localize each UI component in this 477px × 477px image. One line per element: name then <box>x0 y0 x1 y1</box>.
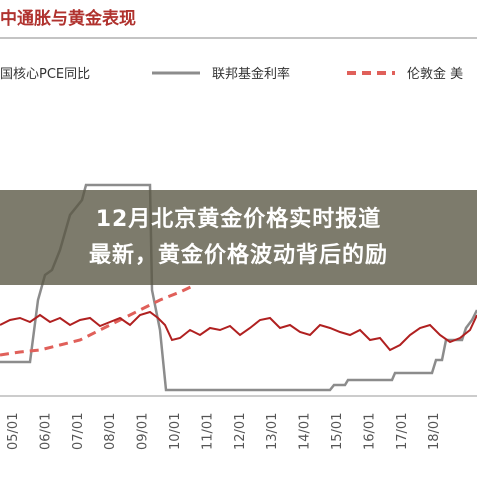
x-label: 08/01 <box>103 413 118 450</box>
x-label: 06/01 <box>38 413 53 450</box>
x-label: 11/01 <box>200 413 215 450</box>
x-labels: 05/01 06/01 07/01 08/01 09/01 10/01 11/01 12/01… <box>6 413 442 450</box>
gold-line <box>0 283 196 357</box>
x-label: 17/01 <box>395 413 410 450</box>
x-label: 12/01 <box>233 413 248 450</box>
x-label: 18/01 <box>427 413 442 450</box>
legend-label: 联邦基金利率 <box>212 66 290 82</box>
x-label: 15/01 <box>330 413 345 450</box>
headline-line: 最新，黄金价格波动背后的励 <box>88 242 388 268</box>
x-label: 14/01 <box>298 413 313 450</box>
headline-band: 12月北京黄金价格实时报道 最新，黄金价格波动背后的励 <box>0 190 477 285</box>
chart-title: 中通胀与黄金表现 <box>0 8 136 29</box>
x-label: 09/01 <box>136 413 151 450</box>
x-label: 13/01 <box>265 413 280 450</box>
headline-line: 12月北京黄金价格实时报道 <box>95 206 382 232</box>
x-label: 10/01 <box>168 413 183 450</box>
x-label: 07/01 <box>71 413 86 450</box>
x-label: 16/01 <box>362 413 377 450</box>
x-label: 05/01 <box>6 413 21 450</box>
pce-line <box>0 310 477 352</box>
legend-label: 伦敦金 美 <box>407 66 463 82</box>
legend-label: 国核心PCE同比 <box>0 67 90 82</box>
